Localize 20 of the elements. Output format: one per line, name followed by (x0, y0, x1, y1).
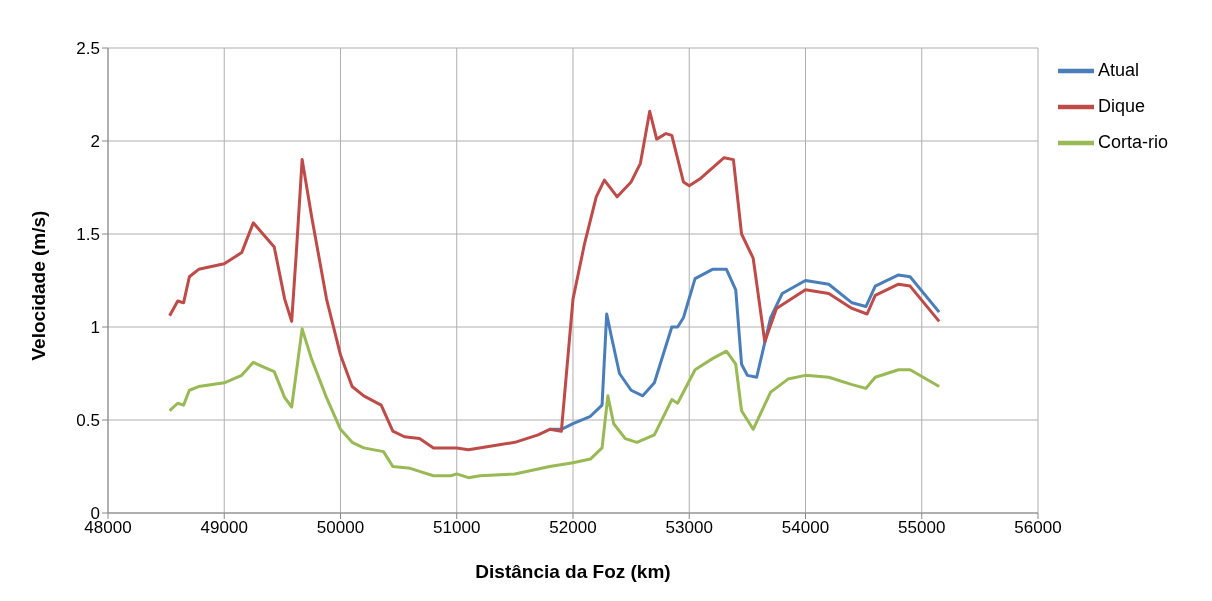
x-tick-label: 52000 (549, 518, 597, 538)
legend-label: Atual (1097, 59, 1140, 80)
line-series (168, 327, 941, 480)
legend-label: Dique (1097, 95, 1146, 116)
x-axis-title: Distância da Foz (km) (475, 561, 671, 582)
x-tick-label: 49000 (200, 518, 248, 538)
x-tick-label: 51000 (433, 518, 481, 538)
y-tick-label: 2 (90, 132, 100, 152)
x-tick-label: 50000 (316, 518, 365, 538)
x-tick-label: 56000 (1014, 518, 1062, 538)
y-tick-label: 2.5 (76, 39, 100, 59)
x-tick-label: 55000 (898, 518, 946, 538)
y-tick-label: 0.5 (76, 411, 100, 431)
x-tick-label: 54000 (781, 518, 830, 538)
y-axis-title: Velocidade (m/s) (27, 210, 49, 361)
y-tick-label: 1 (90, 318, 100, 338)
x-tick-label: 53000 (665, 518, 713, 538)
legend-label: Corta-rio (1097, 131, 1168, 152)
line-series (168, 109, 941, 452)
y-tick-label: 1.5 (76, 225, 100, 245)
